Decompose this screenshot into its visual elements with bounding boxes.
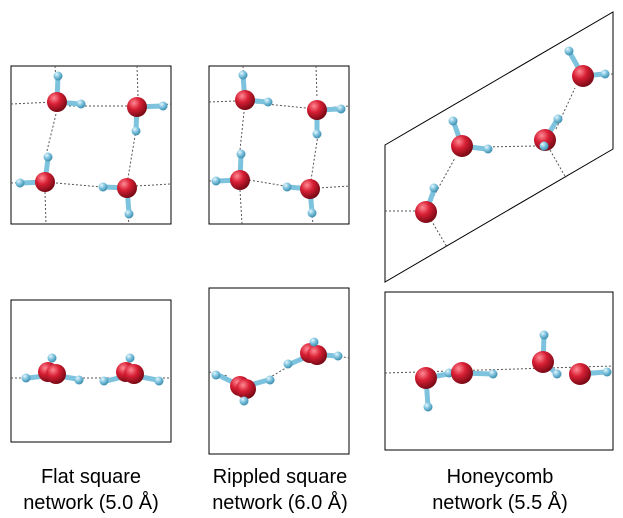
water-molecule <box>415 183 439 223</box>
oxygen-atom <box>35 172 55 192</box>
water-molecule <box>21 353 84 385</box>
hydrogen-atom <box>539 141 549 151</box>
hydrogen-atom <box>15 178 25 188</box>
oxygen-atom <box>307 100 327 120</box>
water-molecule <box>47 71 86 112</box>
hydrogen-atom <box>76 99 86 109</box>
caption-line: Honeycomb <box>446 466 554 488</box>
hydrogen-bond-lines <box>10 65 172 225</box>
hydrogen-atom <box>602 367 612 377</box>
oxygen-atom <box>124 364 144 384</box>
water-molecule <box>415 367 454 412</box>
hydrogen-atom <box>265 375 275 385</box>
water-molecule <box>211 149 250 190</box>
oxygen-atom <box>230 170 250 190</box>
water-molecule <box>534 114 563 151</box>
caption-honeycomb: Honeycomb network (5.5 Å) <box>400 464 600 516</box>
oxygen-atom <box>47 92 67 112</box>
panel-honeycomb-side <box>384 291 614 451</box>
hydrogen-atom <box>154 376 164 386</box>
water-molecule <box>127 97 168 136</box>
oxygen-atom <box>236 379 256 399</box>
oxygen-atom <box>235 90 255 110</box>
caption-line: Rippled square <box>212 466 348 488</box>
hydrogen-atom <box>211 176 221 186</box>
hydrogen-atom <box>239 396 249 406</box>
oxygen-atom <box>569 363 591 385</box>
hydrogen-atom <box>283 359 293 369</box>
hydrogen-atom <box>125 353 135 363</box>
hydrogen-atom <box>309 337 319 347</box>
hydrogen-atom <box>312 129 322 139</box>
hydrogen-atom <box>600 69 610 79</box>
oxygen-atom <box>415 201 437 223</box>
hydrogen-atom <box>98 182 108 192</box>
hydrogen-atom <box>483 144 493 154</box>
hydrogen-atom <box>263 97 273 107</box>
water-molecule <box>569 363 612 385</box>
oxygen-atom <box>415 367 437 389</box>
oxygen-atom <box>307 345 327 365</box>
oxygen-atom <box>532 351 554 373</box>
caption-line: network (5.0 Å) <box>23 492 159 514</box>
hydrogen-atom <box>552 369 562 379</box>
hydrogen-atom <box>53 71 63 81</box>
hydrogen-atom <box>429 183 439 193</box>
water-molecule <box>282 179 320 218</box>
water-molecule <box>99 353 164 386</box>
hydrogen-atom <box>99 376 109 386</box>
oxygen-atom <box>300 179 320 199</box>
caption-rippled-square: Rippled square network (6.0 Å) <box>192 464 368 516</box>
water-molecule <box>451 362 498 384</box>
panel-rippled-square-side <box>208 287 350 455</box>
water-molecule <box>235 70 273 110</box>
water-molecule <box>307 100 346 139</box>
hydrogen-atom <box>21 373 31 383</box>
hydrogen-atom <box>124 209 134 219</box>
caption-line: network (6.0 Å) <box>212 492 348 514</box>
panel-flat-square-side <box>10 299 172 443</box>
panel-honeycomb-top <box>384 11 614 283</box>
oxygen-atom <box>46 364 66 384</box>
hydrogen-atom <box>553 114 563 124</box>
water-molecule <box>532 330 562 379</box>
hydrogen-atom <box>448 116 458 126</box>
water-molecule <box>211 370 275 406</box>
water-molecule <box>15 152 55 192</box>
panel-flat-square-top <box>10 65 172 225</box>
oxygen-atom <box>451 362 473 384</box>
hydrogen-atom <box>211 370 221 380</box>
hydrogen-atom <box>336 104 346 114</box>
caption-line: network (5.5 Å) <box>432 492 568 514</box>
hydrogen-atom <box>74 375 84 385</box>
hydrogen-bond-lines <box>385 73 613 248</box>
hydrogen-atom <box>423 402 433 412</box>
hydrogen-atom <box>564 46 574 56</box>
hydrogen-atom <box>488 369 498 379</box>
hydrogen-atom <box>236 149 246 159</box>
hydrogen-atom <box>131 126 141 136</box>
hydrogen-atom <box>47 353 57 363</box>
hydrogen-atom <box>158 101 168 111</box>
hydrogen-atom <box>238 70 248 80</box>
water-molecule <box>283 337 343 369</box>
caption-flat-square: Flat square network (5.0 Å) <box>0 464 182 516</box>
oxygen-atom <box>117 178 137 198</box>
panel-rippled-square-top <box>208 65 350 225</box>
oxygen-atom <box>572 65 594 87</box>
oxygen-atom <box>127 97 147 117</box>
hydrogen-atom <box>333 351 343 361</box>
oxygen-atom <box>534 129 556 151</box>
water-molecule <box>98 178 137 219</box>
hydrogen-atom <box>43 152 53 162</box>
hydrogen-atom <box>307 208 317 218</box>
hydrogen-atom <box>282 182 292 192</box>
water-molecule <box>448 116 493 157</box>
hydrogen-atom <box>539 330 549 340</box>
oxygen-atom <box>451 135 473 157</box>
hydrogen-bond-lines <box>208 65 350 225</box>
water-molecule <box>564 46 610 87</box>
caption-line: Flat square <box>40 466 142 488</box>
